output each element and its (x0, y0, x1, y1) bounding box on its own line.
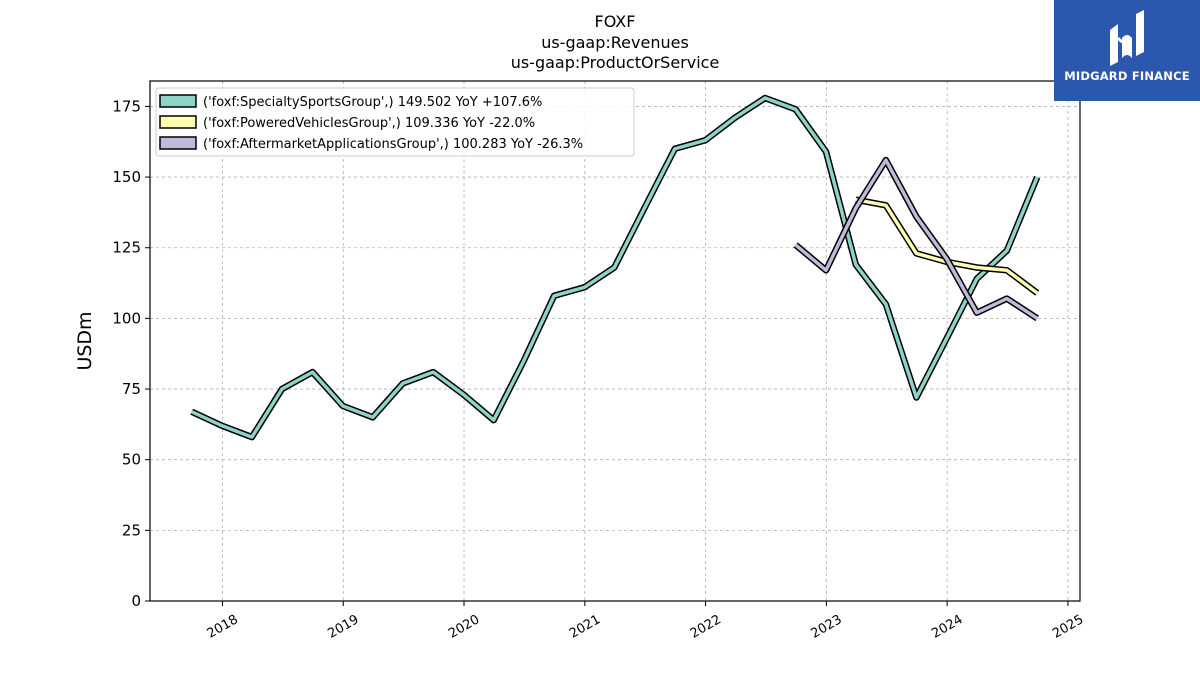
y-tick-label: 150 (112, 168, 141, 186)
x-tick-label: 2023 (809, 612, 845, 642)
x-tick-label: 2021 (567, 612, 603, 642)
chart-title: FOXF us-gaap:Revenues us-gaap:ProductOrS… (511, 12, 720, 72)
x-tick-label: 2022 (688, 612, 724, 642)
x-axis: 2018 2019 2020 2021 2022 2023 2024 2025 (205, 601, 1086, 642)
y-tick-label: 100 (112, 309, 141, 327)
legend-item: ('foxf:SpecialtySportsGroup',) 149.502 Y… (159, 94, 542, 110)
legend-item: ('foxf:PoweredVehiclesGroup',) 109.336 Y… (159, 115, 535, 131)
legend-swatch (159, 94, 197, 108)
x-tick-label: 2018 (205, 612, 241, 642)
plot-frame (149, 80, 1081, 602)
x-tick-label: 2020 (446, 612, 482, 642)
legend-item: ('foxf:AftermarketApplicationsGroup',) 1… (159, 136, 583, 152)
title-line-2: us-gaap:Revenues (541, 33, 689, 52)
legend-label: ('foxf:PoweredVehiclesGroup',) 109.336 Y… (203, 116, 535, 131)
series-layer (190, 94, 1041, 441)
legend-swatch (159, 115, 197, 129)
y-tick-label: 175 (112, 97, 141, 115)
series-stroke (794, 158, 1039, 320)
logo: MIDGARD FINANCE (1054, 0, 1200, 101)
legend-label: ('foxf:SpecialtySportsGroup',) 149.502 Y… (203, 95, 542, 110)
series-line-1 (190, 94, 1041, 441)
legend: ('foxf:SpecialtySportsGroup',) 149.502 Y… (155, 87, 635, 157)
y-tick-label: 75 (122, 380, 141, 398)
series-stroke (190, 96, 1039, 439)
x-tick-label: 2024 (929, 612, 965, 642)
legend-label: ('foxf:AftermarketApplicationsGroup',) 1… (203, 137, 583, 152)
logo-text: MIDGARD FINANCE (1064, 69, 1190, 83)
logo-mark-icon (1110, 10, 1144, 66)
legend-box (155, 87, 635, 157)
y-tick-label: 25 (122, 521, 141, 539)
y-tick-label: 0 (131, 592, 141, 610)
title-line-1: FOXF (595, 12, 636, 31)
y-tick-label: 50 (122, 451, 141, 469)
x-tick-label: 2025 (1050, 612, 1086, 642)
y-axis: 0 25 50 75 100 125 150 175 (112, 97, 150, 610)
title-line-3: us-gaap:ProductOrService (511, 53, 720, 72)
y-axis-label: USDm (74, 311, 96, 370)
grid (150, 81, 1080, 602)
x-tick-label: 2019 (325, 612, 361, 642)
y-tick-label: 125 (112, 239, 141, 257)
legend-swatch (159, 136, 197, 150)
series-line-3 (793, 156, 1039, 322)
